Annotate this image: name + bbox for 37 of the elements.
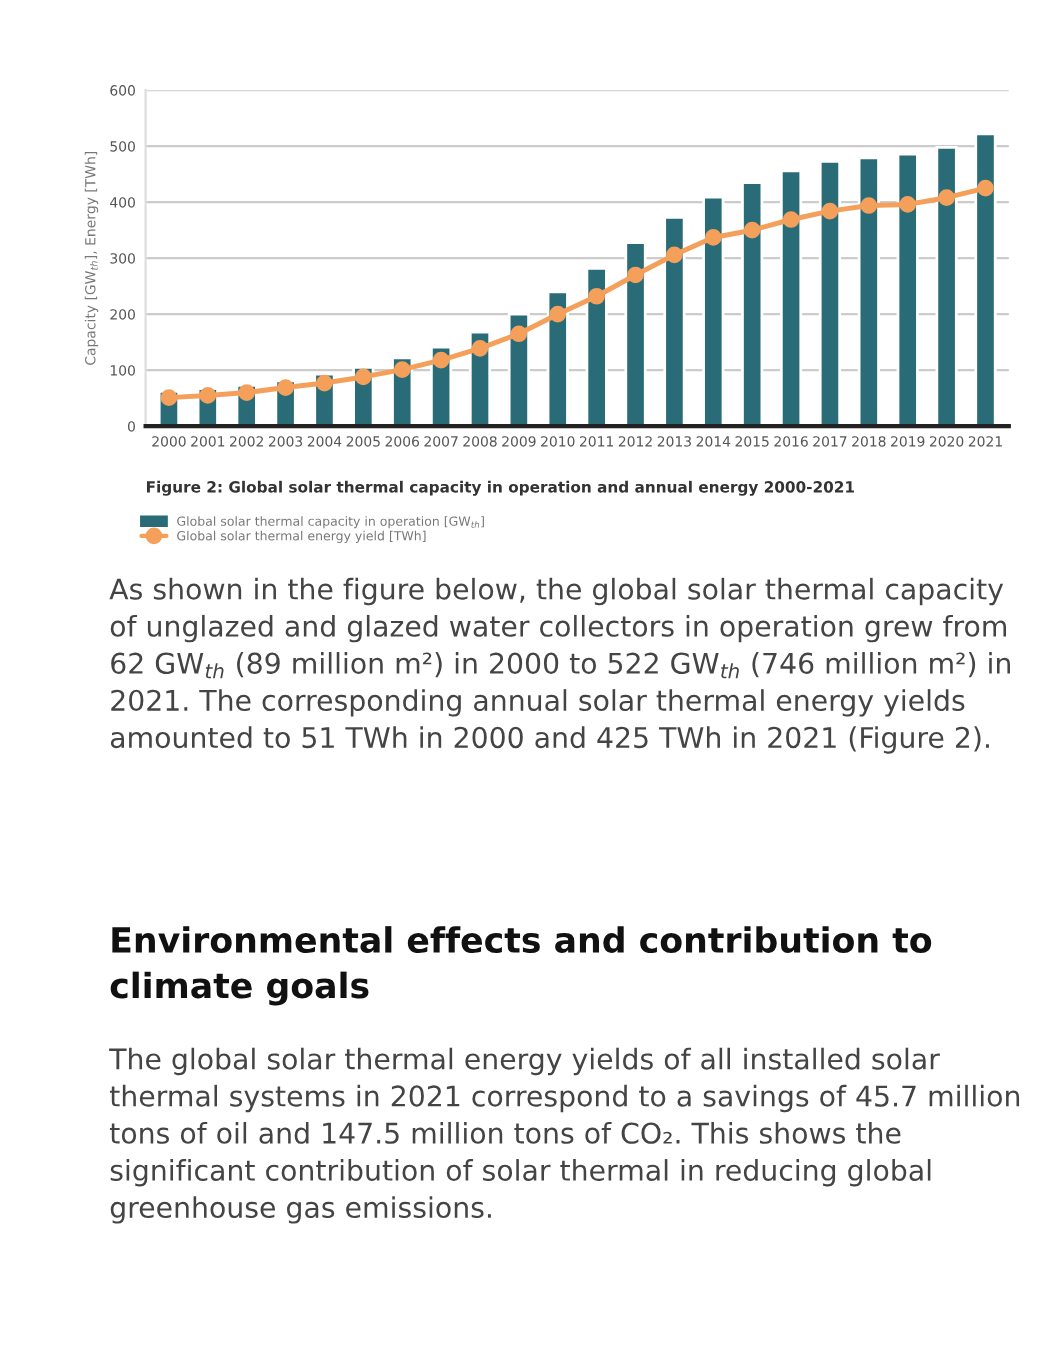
bar — [663, 215, 686, 427]
point — [977, 179, 994, 197]
point — [160, 389, 178, 406]
point — [238, 384, 256, 401]
point — [860, 197, 878, 214]
point — [938, 189, 955, 207]
point — [432, 351, 450, 369]
bar — [818, 159, 842, 427]
point — [277, 379, 294, 396]
bar — [857, 156, 880, 427]
point — [471, 340, 489, 357]
point — [821, 202, 839, 220]
bar — [546, 290, 569, 427]
point — [899, 196, 917, 213]
point — [316, 374, 333, 392]
bar — [741, 181, 764, 427]
point — [627, 266, 644, 284]
text: As shown in the figure below, the global solar thermal capacity of unglazed and glazed water collectors in operation grew from 62 GW$_{th}$ (89 million m²) in 2000 to 522 GW$_{th}$ (746 million m²) in 2021. The corresponding annual solar thermal energy yields amounted to 51 TWh in 2000 and 425 TWh in 2021 (Figure 2). — [109, 577, 1010, 754]
point — [743, 221, 761, 239]
point — [782, 211, 800, 228]
point — [666, 246, 683, 264]
bar — [896, 152, 919, 427]
point — [393, 361, 411, 378]
point — [704, 229, 722, 246]
bar — [624, 241, 647, 427]
point — [199, 387, 217, 404]
point — [510, 325, 528, 343]
bar — [935, 145, 958, 427]
point — [355, 368, 372, 386]
bar — [779, 169, 803, 427]
text: Environmental effects and contribution to climate goals — [110, 926, 932, 1006]
text: The global solar thermal energy yields of all installed solar thermal systems in 2021 correspond to a savings of 45.7 million tons of oil and 147.5 million tons of CO₂. This shows the significant contribution of solar thermal in reducing global greenhouse gas emissions. — [109, 1047, 1020, 1224]
bar — [585, 266, 608, 427]
point — [549, 305, 567, 323]
bar — [702, 195, 725, 427]
point — [588, 287, 605, 305]
bar — [974, 132, 997, 427]
